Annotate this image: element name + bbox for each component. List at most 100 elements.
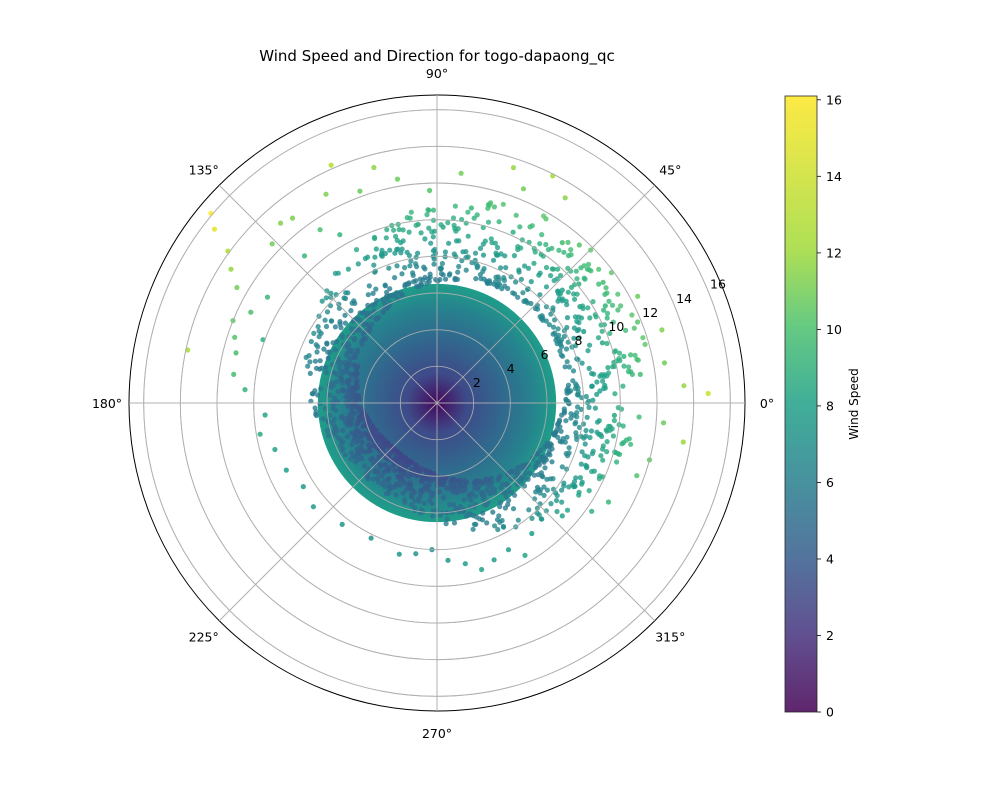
scatter-point — [406, 229, 412, 235]
theta-grid-line — [436, 402, 656, 622]
scatter-point — [520, 290, 526, 296]
scatter-point — [437, 265, 443, 271]
scatter-point — [323, 364, 329, 370]
scatter-point — [426, 482, 432, 488]
scatter-point — [510, 165, 517, 171]
scatter-point — [414, 264, 420, 270]
scatter-point — [365, 254, 371, 260]
scatter-point — [491, 281, 497, 287]
scatter-point — [564, 466, 570, 472]
polar-grid-overlay — [129, 95, 745, 711]
scatter-point — [444, 516, 450, 522]
scatter-point — [415, 221, 421, 227]
scatter-point — [380, 309, 386, 315]
scatter-point — [574, 318, 580, 324]
scatter-point — [379, 436, 385, 442]
scatter-point — [362, 463, 368, 469]
scatter-point — [555, 434, 561, 440]
scatter-point — [349, 300, 355, 306]
scatter-point — [426, 207, 432, 213]
scatter-point — [528, 279, 534, 285]
scatter-point — [559, 487, 565, 493]
scatter-point — [604, 315, 610, 321]
scatter-point — [378, 442, 384, 449]
scatter-point — [451, 483, 457, 489]
scatter-point — [511, 291, 518, 297]
scatter-point — [382, 462, 388, 468]
scatter-point — [501, 277, 507, 283]
scatter-point — [485, 482, 491, 488]
scatter-point — [583, 433, 589, 439]
scatter-point — [331, 416, 337, 422]
scatter-point — [602, 382, 608, 388]
scatter-point — [535, 306, 541, 312]
scatter-point — [513, 279, 519, 285]
scatter-point — [366, 467, 372, 473]
scatter-point — [346, 360, 352, 366]
scatter-point — [232, 334, 238, 340]
scatter-point — [345, 345, 351, 351]
scatter-point — [584, 266, 591, 272]
scatter-point — [326, 432, 332, 439]
scatter-point — [371, 461, 377, 467]
scatter-point — [483, 502, 489, 508]
scatter-point — [660, 420, 667, 426]
scatter-point — [352, 370, 358, 377]
scatter-point — [420, 277, 426, 283]
scatter-point — [408, 209, 414, 215]
scatter-point — [354, 449, 361, 455]
scatter-point — [584, 463, 590, 469]
scatter-point — [477, 478, 483, 484]
scatter-point — [430, 490, 436, 496]
scatter-point — [541, 484, 547, 490]
scatter-point — [564, 315, 571, 321]
scatter-point — [392, 467, 398, 473]
scatter-point — [596, 266, 602, 272]
scatter-point — [443, 521, 449, 527]
theta-tick-label: 45° — [659, 163, 681, 178]
scatter-point — [543, 264, 550, 271]
scatter-point — [400, 227, 406, 233]
scatter-point — [583, 393, 589, 400]
scatter-point — [380, 469, 387, 475]
scatter-point — [349, 347, 355, 353]
scatter-point — [331, 395, 338, 401]
scatter-point — [310, 391, 316, 397]
scatter-point — [568, 252, 574, 258]
scatter-point — [538, 447, 544, 453]
scatter-point — [508, 475, 514, 482]
scatter-point — [615, 451, 621, 457]
scatter-point — [458, 170, 464, 176]
scatter-point — [590, 299, 596, 305]
scatter-point — [525, 476, 531, 482]
scatter-point — [606, 298, 612, 304]
scatter-point — [620, 423, 626, 429]
scatter-point — [380, 451, 386, 457]
scatter-point — [333, 426, 339, 432]
scatter-point — [470, 526, 476, 532]
scatter-point — [534, 302, 541, 309]
scatter-point — [323, 295, 329, 301]
scatter-point — [603, 285, 609, 291]
scatter-point — [320, 416, 326, 422]
scatter-point — [372, 301, 378, 307]
scatter-point — [632, 352, 638, 358]
scatter-point — [561, 406, 567, 412]
scatter-point — [415, 250, 421, 256]
scatter-point — [418, 230, 424, 236]
colorbar-tick-label: 14 — [826, 169, 842, 184]
scatter-point — [605, 365, 611, 371]
scatter-point — [628, 441, 634, 447]
scatter-point — [352, 454, 358, 460]
scatter-point — [543, 241, 549, 248]
scatter-point — [491, 557, 497, 563]
scatter-point — [384, 227, 390, 233]
scatter-point — [372, 268, 378, 274]
scatter-point — [541, 459, 547, 465]
scatter-point — [582, 441, 588, 447]
scatter-point — [557, 272, 564, 279]
scatter-point — [407, 215, 413, 221]
scatter-point — [314, 349, 320, 355]
scatter-point — [324, 341, 330, 347]
scatter-point — [490, 257, 497, 263]
